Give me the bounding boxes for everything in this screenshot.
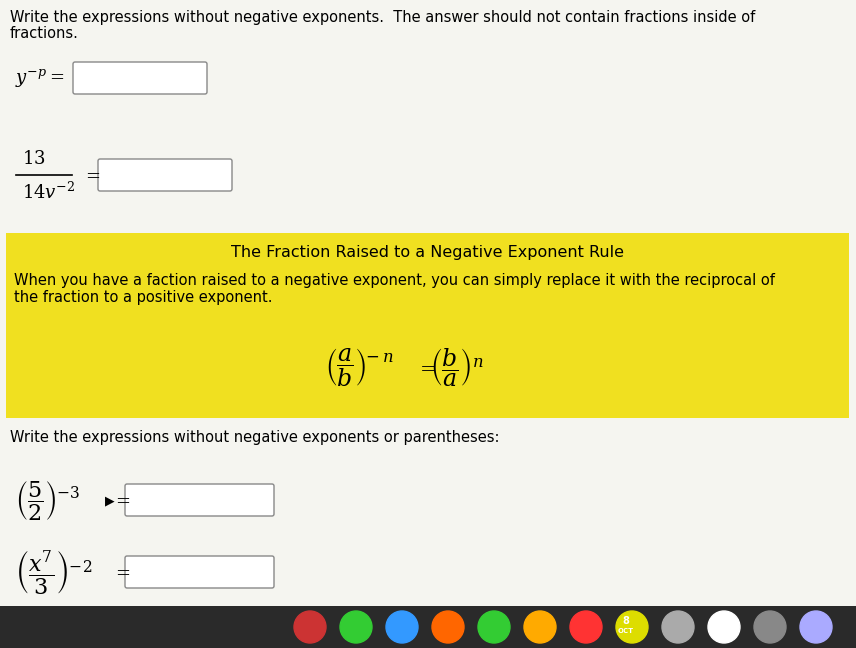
Text: $13$: $13$ — [22, 150, 45, 168]
FancyBboxPatch shape — [98, 159, 232, 191]
Circle shape — [386, 611, 418, 643]
Text: $=$: $=$ — [112, 563, 130, 581]
Text: OCT: OCT — [618, 628, 634, 634]
Circle shape — [616, 611, 648, 643]
FancyBboxPatch shape — [6, 233, 849, 418]
Text: $y^{-p}=$: $y^{-p}=$ — [15, 67, 64, 89]
Text: $\left(\dfrac{x^7}{3}\right)^{-2}$: $\left(\dfrac{x^7}{3}\right)^{-2}$ — [15, 548, 92, 596]
Text: $\left(\dfrac{b}{a}\right)^{n}$: $\left(\dfrac{b}{a}\right)^{n}$ — [430, 347, 484, 389]
Text: $\left(\dfrac{5}{2}\right)^{-3}$: $\left(\dfrac{5}{2}\right)^{-3}$ — [15, 478, 80, 522]
Text: Write the expressions without negative exponents.  The answer should not contain: Write the expressions without negative e… — [10, 10, 755, 25]
FancyBboxPatch shape — [125, 556, 274, 588]
Text: $\blacktriangleright$: $\blacktriangleright$ — [102, 495, 116, 509]
FancyBboxPatch shape — [73, 62, 207, 94]
FancyBboxPatch shape — [125, 484, 274, 516]
Circle shape — [800, 611, 832, 643]
Circle shape — [294, 611, 326, 643]
Text: $=$: $=$ — [112, 491, 130, 509]
Circle shape — [432, 611, 464, 643]
Circle shape — [340, 611, 372, 643]
Circle shape — [708, 611, 740, 643]
Text: Write the expressions without negative exponents or parentheses:: Write the expressions without negative e… — [10, 430, 500, 445]
Circle shape — [754, 611, 786, 643]
Text: $=$: $=$ — [416, 358, 436, 378]
Circle shape — [662, 611, 694, 643]
Circle shape — [570, 611, 602, 643]
Text: 8: 8 — [622, 616, 629, 626]
Circle shape — [524, 611, 556, 643]
FancyBboxPatch shape — [0, 606, 856, 648]
Circle shape — [478, 611, 510, 643]
Text: the fraction to a positive exponent.: the fraction to a positive exponent. — [14, 290, 272, 305]
FancyBboxPatch shape — [0, 0, 856, 606]
Text: When you have a faction raised to a negative exponent, you can simply replace it: When you have a faction raised to a nega… — [14, 273, 775, 288]
Text: $=$: $=$ — [82, 166, 100, 184]
Text: $14v^{-2}$: $14v^{-2}$ — [22, 181, 75, 203]
Text: fractions.: fractions. — [10, 26, 79, 41]
Text: $\left(\dfrac{a}{b}\right)^{\!\!-n}$: $\left(\dfrac{a}{b}\right)^{\!\!-n}$ — [325, 347, 394, 389]
Text: The Fraction Raised to a Negative Exponent Rule: The Fraction Raised to a Negative Expone… — [231, 246, 625, 260]
